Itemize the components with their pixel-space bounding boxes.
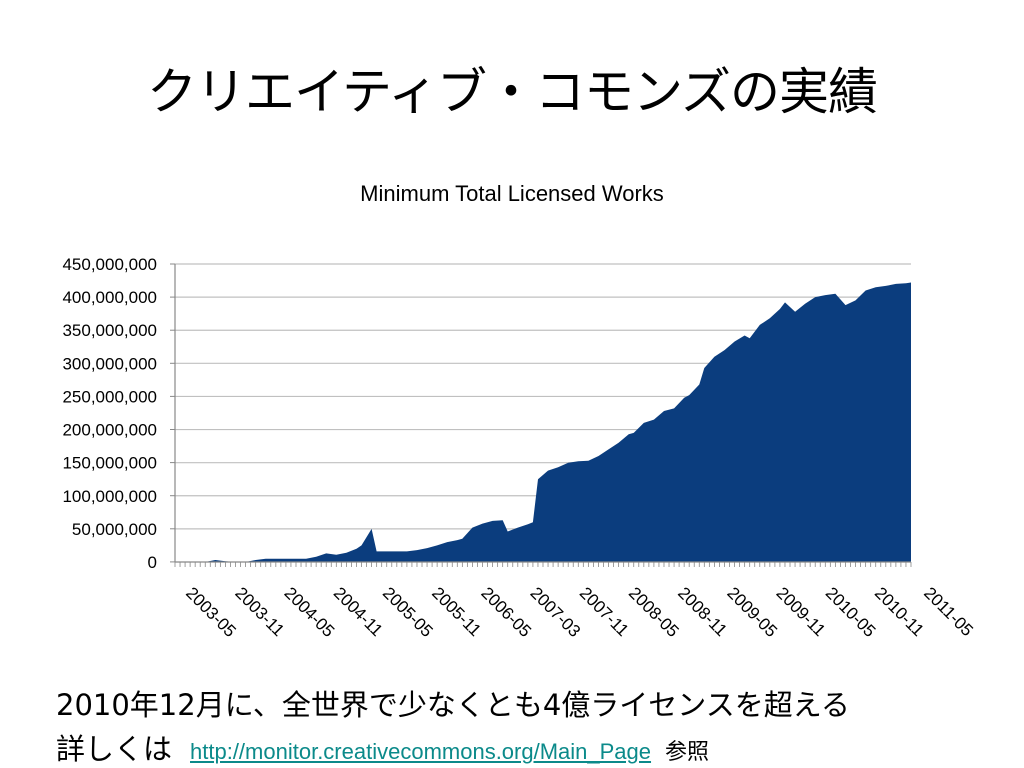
x-tick-label: 2011-05 [920, 583, 977, 640]
reference-suffix: 参照 [665, 740, 710, 765]
y-tick-label: 150,000,000 [62, 454, 157, 473]
slide-title: クリエイティブ・コモンズの実績 [147, 63, 878, 121]
y-tick-label: 250,000,000 [62, 387, 157, 406]
y-tick-label: 0 [148, 553, 157, 572]
y-tick-label: 450,000,000 [62, 255, 157, 274]
reference-prefix: 詳しくは [56, 732, 173, 766]
monitor-link[interactable]: http://monitor.creativecommons.org/Main_… [190, 739, 652, 764]
x-tick-label: 2007-03 [527, 583, 585, 641]
x-tick-label: 2010-05 [822, 583, 880, 641]
x-tick-label: 2008-11 [674, 583, 731, 640]
series-area [175, 282, 911, 562]
x-tick-label: 2009-11 [773, 583, 830, 640]
x-tick-label: 2003-05 [182, 583, 240, 641]
y-tick-label: 50,000,000 [72, 520, 157, 539]
chart-title: Minimum Total Licensed Works [360, 181, 664, 206]
area-chart: Minimum Total Licensed Works 0 50,000,000… [62, 181, 977, 641]
y-tick-label: 100,000,000 [62, 487, 157, 506]
x-tick-label: 2007-11 [576, 583, 633, 640]
y-tick-label: 300,000,000 [62, 354, 157, 373]
x-tick-label: 2006-05 [477, 583, 535, 641]
y-tick-label: 400,000,000 [62, 288, 157, 307]
y-tick-label: 200,000,000 [62, 421, 157, 440]
x-tick-label: 2005-11 [428, 583, 485, 640]
y-tick-label: 350,000,000 [62, 321, 157, 340]
x-tick-label: 2009-05 [723, 583, 781, 641]
note-line: 2010年12月に、全世界で少なくとも4億ライセンスを超える [56, 688, 850, 722]
x-tick-label: 2004-11 [330, 583, 387, 640]
x-tick-label: 2004-05 [281, 583, 339, 641]
x-tick-label: 2005-05 [379, 583, 437, 641]
reference-line: 詳しくは http://monitor.creativecommons.org/M… [56, 726, 709, 768]
x-tick-label: 2010-11 [871, 583, 928, 640]
x-tick-label: 2003-11 [231, 583, 288, 640]
x-tick-label: 2008-05 [625, 583, 683, 641]
